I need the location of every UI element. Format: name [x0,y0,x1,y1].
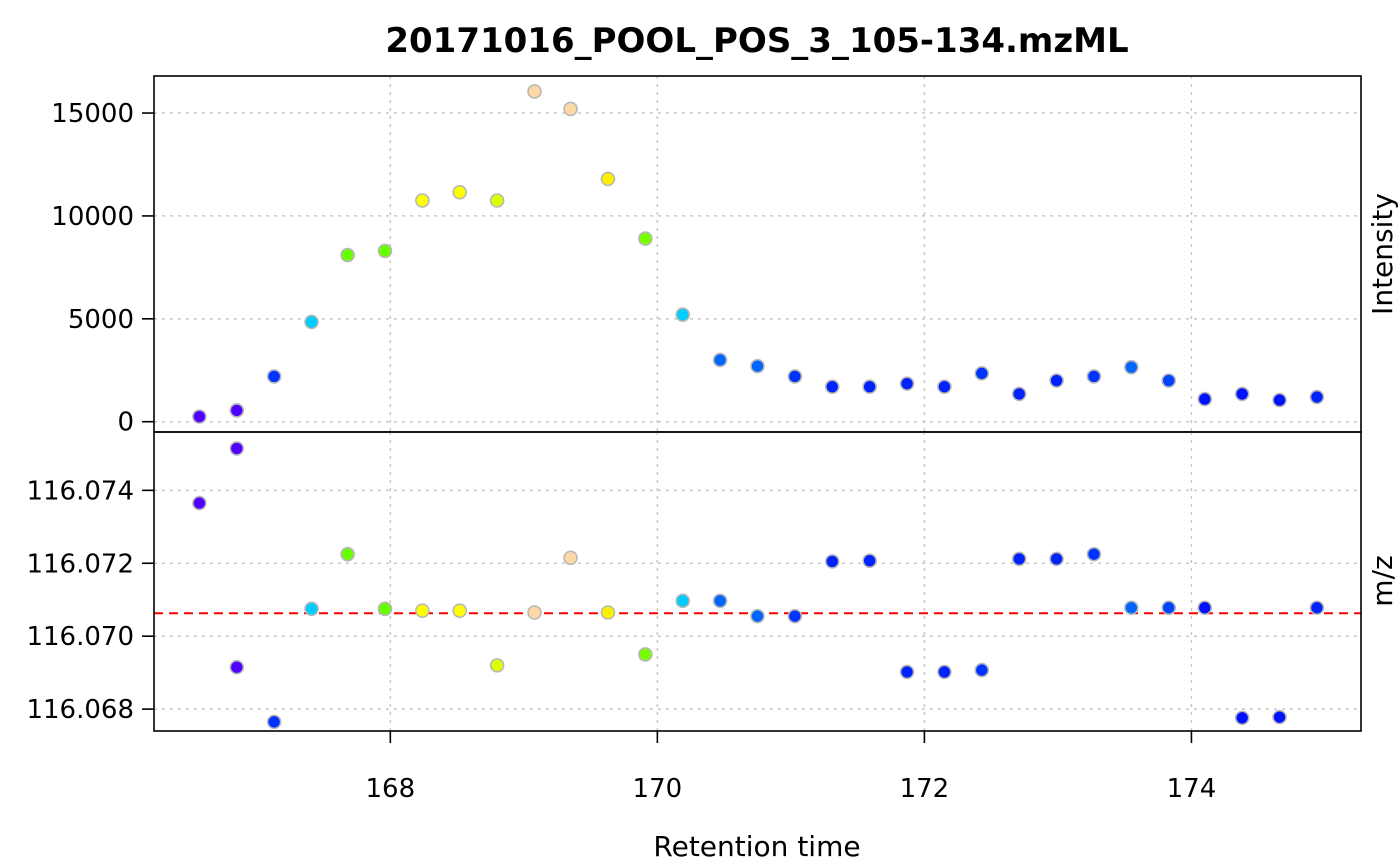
intensity-point [824,379,840,395]
intensity-point [899,376,915,391]
mz-point [899,664,915,680]
x-tick-label: 174 [1167,774,1217,804]
mz-point [1124,600,1139,616]
y-tick-label: 116.072 [26,549,134,579]
mz-point [1309,600,1325,616]
mz-point [527,605,542,620]
mz-point [1011,551,1027,567]
mz-point [824,554,840,569]
y-tick-label: 10000 [51,202,134,232]
intensity-point [1161,373,1177,388]
intensity-point [1309,389,1325,405]
mz-point [1086,546,1102,562]
x-axis-label: Retention time [653,830,860,863]
intensity-point [712,352,728,368]
mz-point [937,664,952,680]
y-axis-label-mz: m/z [1366,555,1399,606]
mz-point [1197,600,1213,616]
mz-point [192,495,207,511]
mz-point [1234,710,1250,726]
y-axis-label-intensity: Intensity [1366,193,1399,315]
x-tick-label: 168 [366,774,416,804]
mz-point [489,658,505,673]
intensity-point [974,366,990,381]
x-tick-label: 172 [900,774,950,804]
mz-point [415,603,430,618]
intensity-point [377,243,393,259]
intensity-point [304,314,319,330]
intensity-point [229,403,245,418]
intensity-panel: 0 5000 10000 15000 [51,75,1362,438]
mz-point [600,605,616,620]
mz-point [862,553,877,569]
mz-point [452,603,468,618]
mz-panel: 116.068 116.070 116.072 116.074 [26,431,1362,732]
y-tick-label: 15000 [51,99,134,129]
mz-point [787,608,803,624]
intensity-point [1086,369,1102,384]
mz-point [229,659,245,675]
intensity-point [192,409,207,424]
intensity-point [1197,391,1213,407]
mz-point [750,608,765,624]
mz-point [266,714,282,730]
intensity-point [452,184,468,200]
intensity-point [563,101,578,117]
y-tick-label: 0 [117,408,134,438]
intensity-point [750,358,765,374]
intensity-point [340,247,355,263]
mz-point [377,601,393,617]
mz-point [304,601,319,617]
intensity-point [1234,386,1250,402]
intensity-point [862,379,877,395]
intensity-point [266,369,282,384]
intensity-point [415,193,430,208]
mz-point [712,593,728,609]
panel-frame [153,431,1362,732]
intensity-point [787,369,803,384]
x-axis: 168 170 172 174 [366,731,1217,804]
mz-point [340,546,355,562]
intensity-point [600,171,616,187]
mz-point [563,550,578,566]
chart-title: 20171016_POOL_POS_3_105-134.mzML [385,21,1128,61]
x-tick-label: 170 [633,774,683,804]
mz-point [675,593,691,609]
mz-point [1049,551,1064,567]
intensity-point [638,231,653,246]
intensity-point [1124,359,1139,375]
y-tick-label: 5000 [68,305,134,335]
mz-point [1161,600,1177,616]
mz-point [638,647,653,662]
y-tick-label: 116.070 [26,622,134,652]
intensity-point [937,379,952,395]
mz-point [1272,709,1287,725]
intensity-point [1011,386,1027,402]
intensity-point [1272,392,1287,408]
intensity-point [675,307,691,323]
y-tick-label: 116.068 [26,695,134,725]
intensity-point [527,84,542,99]
mz-point [974,662,990,678]
y-tick-label: 116.074 [26,476,134,506]
mz-point [229,441,245,456]
intensity-point [1049,373,1064,388]
intensity-point [489,193,505,208]
panel-frame [153,75,1362,433]
